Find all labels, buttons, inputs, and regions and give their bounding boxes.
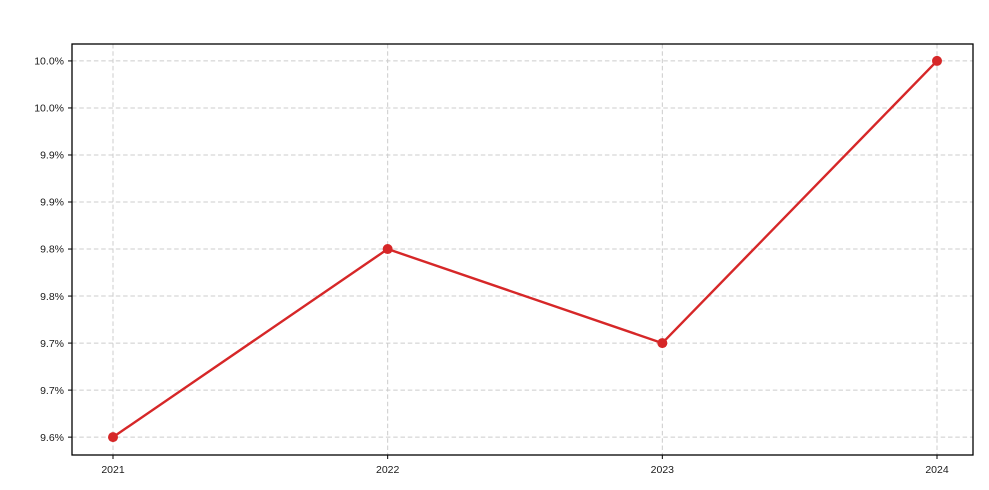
y-tick-label: 9.8% xyxy=(40,291,64,303)
data-point-marker xyxy=(657,338,668,349)
plot-border xyxy=(71,43,974,456)
data-point-marker xyxy=(382,244,393,255)
y-tick-label: 9.9% xyxy=(40,197,64,209)
data-point-marker xyxy=(932,55,942,66)
y-tick-label: 9.9% xyxy=(40,150,64,162)
x-tick-label: 2023 xyxy=(651,464,675,476)
y-tick-label: 9.6% xyxy=(40,432,64,444)
x-tick-label: 2024 xyxy=(925,464,949,476)
data-point-marker xyxy=(108,432,118,443)
trend-line xyxy=(111,59,939,439)
y-tick-label: 9.7% xyxy=(40,385,64,397)
y-tick-label: 10.0% xyxy=(34,103,64,115)
x-tick-label: 2022 xyxy=(376,464,400,476)
y-tick-label: 10.0% xyxy=(34,56,64,68)
y-tick-label: 9.7% xyxy=(40,338,64,350)
y-tick-label: 9.8% xyxy=(40,244,64,256)
x-tick-label: 2021 xyxy=(101,464,125,476)
